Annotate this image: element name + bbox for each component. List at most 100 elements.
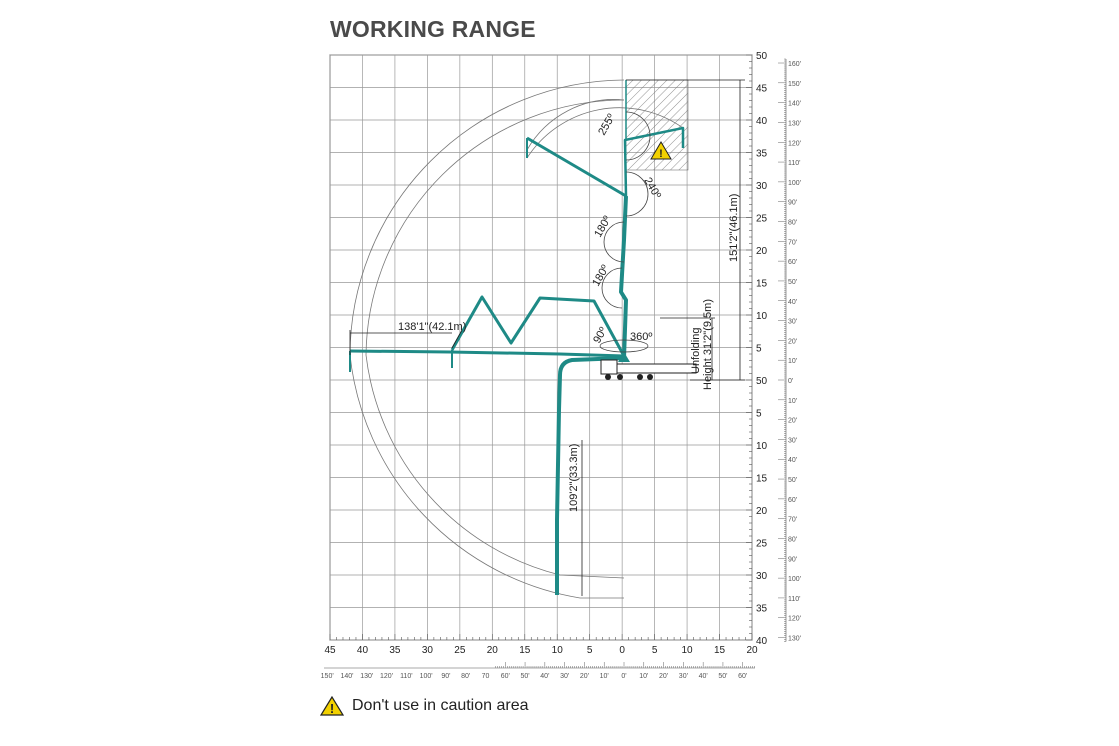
right-m-tick-label: 30 [756,571,768,582]
bottom-ft-tick-label: 60' [738,673,747,680]
boom-folded [450,295,626,357]
right-m-tick-label: 20 [756,506,768,517]
boom-vertical-config [526,80,685,359]
bottom-m-tick-label: 20 [487,645,499,656]
right-ft-tick-label: 150' [788,81,801,88]
right-ft-tick-label: 70' [788,517,797,524]
right-m-tick-label: 5 [756,344,762,355]
max-depth-label: 109'2"(33.3m) [568,444,580,512]
svg-text:!: ! [659,148,663,160]
boom-down [555,356,625,595]
right-m-tick-label: 40 [756,116,768,127]
right-ft-tick-label: 100' [788,180,801,187]
bottom-m-tick-label: 5 [652,645,658,656]
right-ft-tick-label: 130' [788,120,801,127]
right-ft-tick-label: 80' [788,220,797,227]
bottom-ft-tick-label: 40' [540,673,549,680]
bottom-ft-tick-label: 100' [420,673,433,680]
bottom-m-tick-label: 45 [324,645,336,656]
reach-arcs [349,79,684,599]
right-ft-tick-label: 130' [788,636,801,643]
right-m-tick-label: 35 [756,604,768,615]
right-m-tick-label: 30 [756,181,768,192]
bottom-ft-tick-label: 10' [639,673,648,680]
bottom-ft-tick-label: 120' [380,673,393,680]
unfolding-label-2: Height 31'2"(9.5m) [702,299,714,390]
bottom-m-tick-label: 30 [422,645,434,656]
bottom-m-tick-label: 15 [714,645,726,656]
inner-reach-arc [365,99,625,579]
right-ft-tick-label: 50' [788,279,797,286]
angle-arcs [599,111,651,353]
right-ft-tick-label: 140' [788,101,801,108]
right-m-tick-label: 35 [756,149,768,160]
right-m-tick-label: 10 [756,311,768,322]
right-ft-tick-label: 120' [788,140,801,147]
bottom-ft-tick-label: 0' [621,673,626,680]
bottom-ft-tick-label: 80' [461,673,470,680]
bottom-ft-tick-label: 30' [679,673,688,680]
bottom-ft-tick-label: 50' [520,673,529,680]
right-ft-tick-label: 40' [788,457,797,464]
bottom-ft-tick-label: 50' [718,673,727,680]
boom-down-config [555,356,625,595]
right-ft-tick-label: 80' [788,536,797,543]
bottom-ft-tick-label: 90' [441,673,450,680]
bottom-m-tick-label: 40 [357,645,369,656]
right-m-tick-label: 50 [756,376,768,387]
right-ft-tick-label: 90' [788,556,797,563]
right-m-tick-label: 10 [756,441,768,452]
bottom-ft-tick-label: 40' [699,673,708,680]
right-ft-tick-label: 100' [788,576,801,583]
right-ft-tick-label: 110' [788,596,801,603]
bottom-ft-tick-label: 60' [501,673,510,680]
right-m-tick-label: 25 [756,214,768,225]
right-m-tick-label: 15 [756,279,768,290]
right-ft-tick-label: 30' [788,437,797,444]
bottom-ft-tick-label: 30' [560,673,569,680]
right-ft-tick-label: 10' [788,358,797,365]
right-m-tick-label: 45 [756,84,768,95]
boom-section-2 [526,136,627,198]
grid [329,54,753,641]
right-ft-tick-label: 90' [788,200,797,207]
right-ft-tick-label: 60' [788,259,797,266]
bottom-m-tick-label: 25 [454,645,466,656]
right-m-tick-label: 20 [756,246,768,257]
boom-section-1 [619,195,628,359]
right-ft-tick-label: 70' [788,239,797,246]
right-m-tick-label: 40 [756,636,768,647]
right-m-tick-label: 25 [756,539,768,550]
right-m-tick-label: 15 [756,474,768,485]
right-ft-tick-label: 30' [788,319,797,326]
bottom-m-tick-label: 35 [389,645,401,656]
angle-255: 255º [596,112,618,137]
unfolding-label-1: Unfolding [690,328,702,374]
right-ft-tick-label: 110' [788,160,801,167]
legend-text: Don't use in caution area [352,697,529,714]
warning-triangle-icon: ! [320,696,344,716]
bottom-m-tick-label: 10 [552,645,564,656]
bottom-ft-tick-label: 10' [600,673,609,680]
bottom-ft-tick-label: 130' [360,673,373,680]
right-ft-tick-label: 20' [788,418,797,425]
upper-arc-2 [526,99,625,151]
bottom-m-tick-label: 5 [587,645,593,656]
angle-360: 360º [630,331,652,343]
boom-horizontal [349,349,625,358]
bottom-ft-tick-label: 140' [340,673,353,680]
bottom-m-tick-label: 15 [519,645,531,656]
truck-icon [600,352,697,380]
svg-text:!: ! [330,701,334,716]
bottom-ft-tick-label: 70 [482,673,490,680]
page-title: WORKING RANGE [330,16,536,42]
right-m-tick-label: 5 [756,409,762,420]
bottom-m-tick-label: 10 [682,645,694,656]
right-ft-tick-label: 60' [788,497,797,504]
right-ft-tick-label: 160' [788,61,801,68]
boom-section-3 [623,126,685,197]
bottom-ft-tick-label: 20' [580,673,589,680]
caution-warning-icon: ! [650,141,672,160]
upper-arc-1 [526,107,684,159]
